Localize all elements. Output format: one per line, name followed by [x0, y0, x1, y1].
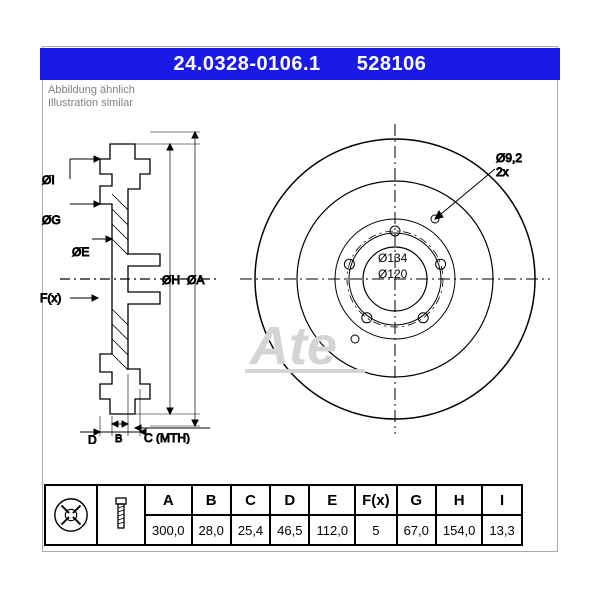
- val-B: 28,0: [192, 515, 231, 545]
- dim-I: ØI: [42, 173, 55, 187]
- col-E: E: [309, 485, 355, 515]
- technical-drawing: ØI ØG ØE ØH ØA: [40, 84, 560, 444]
- callout-count: 2x: [496, 165, 509, 179]
- dim-E: ØE: [72, 245, 89, 259]
- col-H: H: [436, 485, 483, 515]
- col-B: B: [192, 485, 231, 515]
- val-D: 46,5: [270, 515, 309, 545]
- col-G: G: [397, 485, 436, 515]
- table-header-row: A B C D E F(x) G H I: [45, 485, 522, 515]
- val-A: 300,0: [145, 515, 192, 545]
- dim-A: ØA: [187, 273, 204, 287]
- dim-G: ØG: [42, 213, 61, 227]
- title-bar: 24.0328-0106.1 528106: [40, 48, 560, 80]
- val-G: 67,0: [397, 515, 436, 545]
- val-F: 5: [355, 515, 397, 545]
- dimension-table: A B C D E F(x) G H I 300,0 28,0 25,4 46,…: [44, 484, 523, 546]
- part-number: 24.0328-0106.1: [174, 53, 321, 76]
- col-I: I: [482, 485, 521, 515]
- brand-logo: Ate: [248, 316, 337, 376]
- bolt-icon: [110, 496, 132, 534]
- center-dia-134: Ø134: [378, 251, 408, 265]
- val-H: 154,0: [436, 515, 483, 545]
- val-I: 13,3: [482, 515, 521, 545]
- val-E: 112,0: [309, 515, 355, 545]
- col-D: D: [270, 485, 309, 515]
- dim-F: F(x): [40, 291, 61, 305]
- disc-icon: [52, 496, 90, 534]
- col-A: A: [145, 485, 192, 515]
- val-C: 25,4: [231, 515, 270, 545]
- disc-icon-cell: [45, 485, 97, 545]
- dim-H: ØH: [162, 273, 180, 287]
- dim-B: B: [115, 433, 122, 444]
- part-code: 528106: [357, 53, 427, 76]
- col-C: C: [231, 485, 270, 515]
- bolt-icon-cell: [97, 485, 145, 545]
- center-dia-120: Ø120: [378, 267, 408, 281]
- dim-C: C (MTH): [144, 431, 190, 444]
- dim-D: D: [88, 433, 97, 444]
- col-F: F(x): [355, 485, 397, 515]
- callout-dia: Ø9,2: [496, 151, 522, 165]
